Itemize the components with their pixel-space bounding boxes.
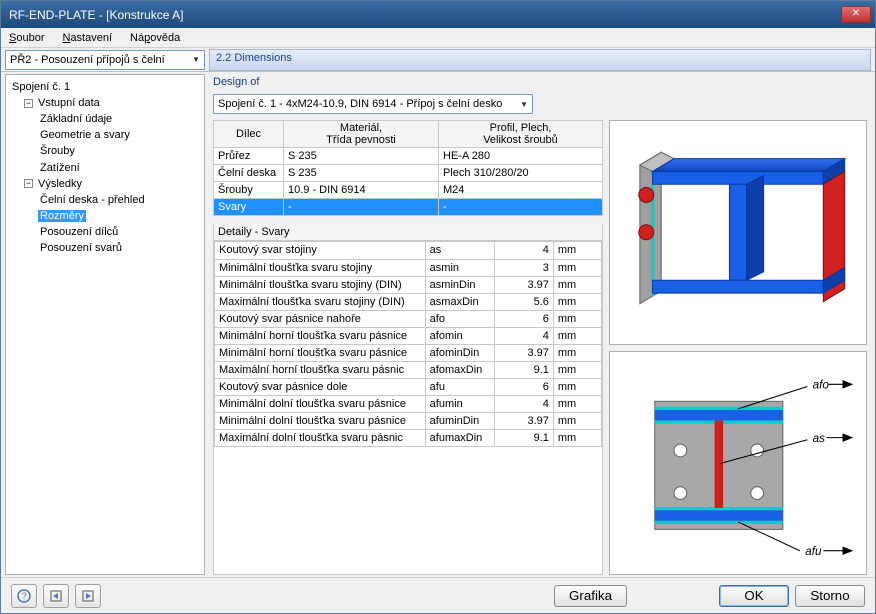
menu-nastaveni[interactable]: Nastavení: [58, 30, 116, 46]
chevron-down-icon: ▼: [192, 55, 200, 64]
app-window: RF-END-PLATE - [Konstrukce A] ✕ Soubor N…: [0, 0, 876, 614]
tree-zakladni[interactable]: Základní údaje: [38, 111, 202, 127]
table-row[interactable]: Šrouby10.9 - DIN 6914M24: [214, 182, 603, 199]
menu-soubor[interactable]: Soubor: [5, 30, 48, 46]
tree-celni[interactable]: Čelní deska - přehled: [38, 192, 202, 208]
table-row[interactable]: Minimální tloušťka svaru stojiny (DIN)as…: [215, 276, 602, 293]
ok-button[interactable]: OK: [719, 585, 789, 607]
window-title: RF-END-PLATE - [Konstrukce A]: [9, 8, 841, 22]
top-row: PŘ2 - Posouzení přípojů s čelní ▼ 2.2 Di…: [1, 48, 875, 72]
storno-button[interactable]: Storno: [795, 585, 865, 607]
menu-napoveda[interactable]: Nápověda: [126, 30, 184, 46]
prev-button[interactable]: [43, 584, 69, 608]
help-button[interactable]: ?: [11, 584, 37, 608]
collapse-icon[interactable]: −: [24, 179, 33, 188]
table-row[interactable]: Maximální tloušťka svaru stojiny (DIN)as…: [215, 293, 602, 310]
close-button[interactable]: ✕: [841, 6, 871, 23]
table-row[interactable]: Minimální tloušťka svaru stojinyasmin3mm: [215, 259, 602, 276]
table-row[interactable]: Koutový svar pásnice nahořeafo6mm: [215, 310, 602, 327]
svg-text:?: ?: [21, 591, 26, 601]
label-afo: afo: [813, 378, 830, 391]
case-dropdown-value: PŘ2 - Posouzení přípojů s čelní: [10, 54, 165, 66]
design-of-label: Design of: [209, 74, 871, 92]
th-material: Materiál,Třída pevnosti: [284, 121, 439, 148]
table-row[interactable]: PrůřezS 235HE-A 280: [214, 148, 603, 165]
table-row[interactable]: Koutový svar stojinyas4mm: [215, 242, 602, 259]
table-row[interactable]: Svary--: [214, 199, 603, 216]
tree-pos-dilcu[interactable]: Posouzení dílců: [38, 224, 202, 240]
case-dropdown[interactable]: PŘ2 - Posouzení přípojů s čelní ▼: [5, 50, 205, 70]
table-row[interactable]: Koutový svar pásnice doleafu6mm: [215, 378, 602, 395]
collapse-icon[interactable]: −: [24, 99, 33, 108]
design-combo-value: Spojení č. 1 - 4xM24-10.9, DIN 6914 - Př…: [218, 98, 502, 110]
table-row[interactable]: Minimální dolní tloušťka svaru pásniceaf…: [215, 395, 602, 412]
next-button[interactable]: [75, 584, 101, 608]
label-afu: afu: [805, 544, 822, 557]
tree-vysledky[interactable]: −Výsledky Čelní deska - přehled Rozměry …: [24, 176, 202, 256]
table-row[interactable]: Minimální horní tloušťka svaru pásniceaf…: [215, 344, 602, 361]
nav-tree: Spojení č. 1 −Vstupní data Základní údaj…: [5, 74, 205, 575]
tree-pos-svaru[interactable]: Posouzení svarů: [38, 240, 202, 256]
table-row[interactable]: Maximální horní tloušťka svaru pásnicafo…: [215, 361, 602, 378]
tree-root[interactable]: Spojení č. 1 −Vstupní data Základní údaj…: [10, 79, 202, 256]
tree-vstupni[interactable]: −Vstupní data Základní údaje Geometrie a…: [24, 95, 202, 175]
menubar: Soubor Nastavení Nápověda: [1, 28, 875, 48]
table-row[interactable]: Minimální dolní tloušťka svaru pásniceaf…: [215, 412, 602, 429]
table-row[interactable]: Maximální dolní tloušťka svaru pásnicafu…: [215, 429, 602, 446]
design-combo[interactable]: Spojení č. 1 - 4xM24-10.9, DIN 6914 - Př…: [213, 94, 533, 114]
tree-geometrie[interactable]: Geometrie a svary: [38, 127, 202, 143]
components-table: Dílec Materiál,Třída pevnosti Profil, Pl…: [213, 120, 603, 216]
diagram-3d: [609, 120, 867, 345]
th-dilec: Dílec: [214, 121, 284, 148]
titlebar: RF-END-PLATE - [Konstrukce A] ✕: [1, 1, 875, 28]
table-row[interactable]: Čelní deskaS 235Plech 310/280/20: [214, 165, 603, 182]
grafika-button[interactable]: Grafika: [554, 585, 627, 607]
th-profil: Profil, Plech,Velikost šroubů: [439, 121, 603, 148]
chevron-down-icon: ▼: [520, 100, 528, 109]
tree-rozmery[interactable]: Rozměry: [38, 208, 202, 224]
label-as: as: [813, 431, 826, 444]
details-table: Koutový svar stojinyas4mmMinimální tlouš…: [214, 242, 602, 447]
tree-srouby[interactable]: Šrouby: [38, 143, 202, 159]
diagram-section: afo as afu: [609, 351, 867, 576]
details-header: Detaily - Svary: [213, 224, 603, 241]
footer: ? Grafika OK Storno: [1, 577, 875, 613]
tree-zatizeni[interactable]: Zatížení: [38, 159, 202, 175]
panel-title: 2.2 Dimensions: [209, 49, 871, 71]
table-row[interactable]: Minimální horní tloušťka svaru pásniceaf…: [215, 327, 602, 344]
